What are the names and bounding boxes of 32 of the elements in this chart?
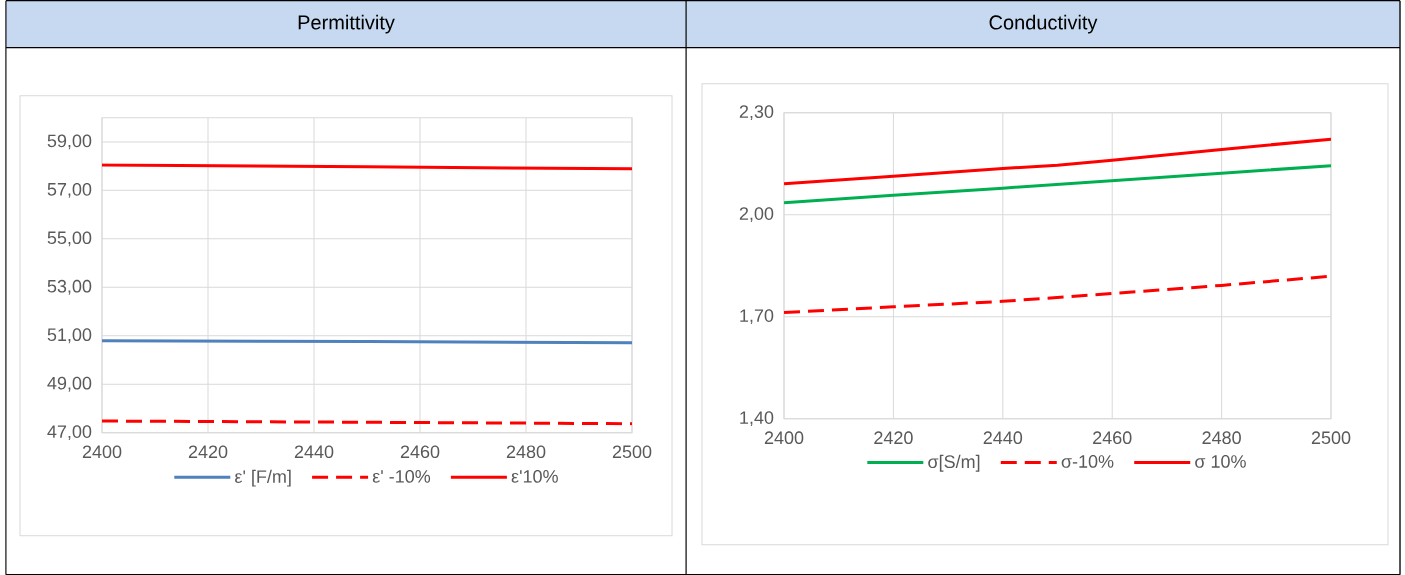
x-tick-label: 2420 <box>874 431 913 444</box>
y-tick-label: 47,00 <box>47 425 92 440</box>
x-tick-label: 2400 <box>82 445 122 458</box>
x-tick-label: 2420 <box>188 445 228 458</box>
legend-label: σ 10% <box>1195 454 1246 468</box>
x-tick-label: 2480 <box>1202 431 1241 444</box>
x-tick-label: 2460 <box>400 445 440 458</box>
y-tick-label: 2,30 <box>739 105 774 120</box>
chart-title: Conductivity <box>989 14 1098 34</box>
y-tick-label: 2,00 <box>739 207 774 222</box>
legend-label: σ-10% <box>1061 454 1114 468</box>
x-tick-label: 2440 <box>294 445 334 458</box>
y-tick-label: 51,00 <box>47 328 92 344</box>
y-tick-label: 49,00 <box>47 376 92 392</box>
y-tick-label: 57,00 <box>47 182 92 198</box>
y-tick-label: 53,00 <box>47 279 92 295</box>
y-tick-label: 1,40 <box>740 411 774 426</box>
x-tick-label: 2480 <box>506 445 546 458</box>
chart-title: Permittivity <box>298 14 395 34</box>
x-tick-label: 2500 <box>1311 431 1351 444</box>
x-tick-label: 2460 <box>1093 431 1132 444</box>
legend-label: ε'10% <box>511 469 558 483</box>
y-tick-label: 55,00 <box>47 231 92 247</box>
line-series <box>784 137 1332 186</box>
legend-label: σ[S/m] <box>928 454 980 472</box>
x-tick-label: 2440 <box>983 431 1023 444</box>
legend-label: ε' [F/m] <box>235 469 291 487</box>
x-tick-label: 2500 <box>612 445 652 458</box>
x-tick-label: 2400 <box>764 431 804 444</box>
y-tick-label: 59,00 <box>47 134 92 150</box>
legend-label: ε' -10% <box>372 469 431 483</box>
y-tick-label: 1,70 <box>740 309 774 324</box>
